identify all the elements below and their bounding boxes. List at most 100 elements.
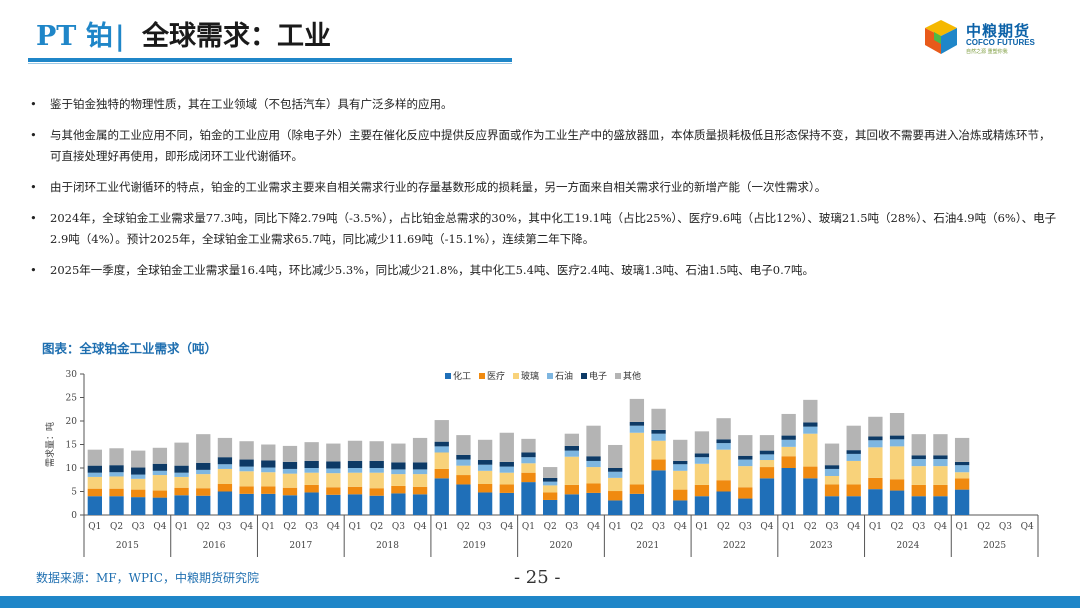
- x-quarter-label: Q2: [891, 522, 904, 532]
- bar-segment: [738, 498, 753, 515]
- bar-segment: [803, 426, 818, 434]
- bar-segment: [152, 447, 168, 464]
- logo-chinese-name: 中粮期货: [966, 22, 1031, 40]
- bar-segment: [412, 462, 428, 470]
- bar-segment: [889, 479, 905, 491]
- bar-segment: [477, 460, 493, 465]
- bar-segment: [846, 484, 861, 497]
- bar-segment: [196, 469, 211, 475]
- x-quarter-label: Q2: [283, 522, 296, 532]
- bar-segment: [456, 454, 471, 460]
- bar-segment: [759, 435, 775, 451]
- legend-label: 玻璃: [521, 370, 539, 382]
- bar-segment: [499, 484, 514, 493]
- bar-segment: [673, 439, 688, 461]
- bar-segment: [217, 468, 233, 484]
- bar-segment: [543, 492, 558, 500]
- bar-segment: [759, 478, 775, 515]
- bar-segment: [261, 493, 276, 515]
- title-underline: [28, 58, 512, 62]
- legend-swatch: [615, 373, 621, 379]
- x-quarter-label: Q1: [609, 522, 622, 532]
- bar-segment: [586, 467, 601, 484]
- bar-segment: [412, 494, 428, 515]
- bar-segment: [304, 460, 319, 468]
- bar-segment: [564, 445, 579, 451]
- bar-segment: [954, 478, 970, 490]
- bar-segment: [889, 446, 905, 480]
- x-quarter-label: Q3: [479, 522, 492, 532]
- bar-segment: [217, 483, 233, 492]
- bar-segment: [521, 457, 536, 464]
- bar-segment: [521, 472, 536, 483]
- x-year-label: 2022: [723, 541, 746, 551]
- bar-segment: [391, 469, 406, 475]
- bar-segment: [434, 420, 449, 442]
- bar-segment: [738, 466, 753, 488]
- bar-segment: [803, 433, 818, 467]
- bar-segment: [521, 482, 536, 515]
- bar-segment: [608, 468, 623, 472]
- bar-segment: [217, 437, 233, 458]
- bar-segment: [933, 434, 948, 456]
- bar-segment: [608, 500, 623, 515]
- bar-segment: [781, 446, 796, 457]
- bar-segment: [824, 484, 840, 497]
- bar-segment: [586, 483, 601, 493]
- bar-segment: [412, 469, 428, 475]
- bar-segment: [673, 470, 688, 490]
- bar-segment: [694, 463, 710, 485]
- bar-segment: [889, 490, 905, 515]
- bar-segment: [282, 445, 298, 462]
- x-quarter-label: Q3: [912, 522, 925, 532]
- bullet-item: • 鉴于铂金独特的物理性质，其在工业领域（不包括汽车）具有广泛多样的应用。: [28, 94, 1058, 115]
- x-quarter-label: Q1: [175, 522, 188, 532]
- bullet-text: 由于闭环工业代谢循环的特点，铂金的工业需求主要来自相关需求行业的存量基数形成的损…: [50, 180, 827, 194]
- bar-segment: [109, 472, 124, 477]
- bar-segment: [716, 443, 731, 450]
- bar-segment: [629, 425, 645, 433]
- bar-segment: [87, 449, 102, 466]
- bar-segment: [738, 455, 753, 460]
- bar-segment: [477, 470, 493, 484]
- bar-segment: [152, 470, 168, 476]
- y-tick-label: 15: [66, 441, 78, 451]
- bar-segment: [543, 499, 558, 515]
- x-quarter-label: Q4: [153, 522, 166, 532]
- bar-segment: [824, 475, 840, 485]
- chart-title: 图表：全球铂金工业需求（吨）: [42, 341, 218, 356]
- bar-segment: [196, 495, 211, 515]
- bar-segment: [282, 461, 298, 469]
- bar-segment: [846, 460, 861, 485]
- bar-segment: [716, 449, 731, 481]
- bar-segment: [87, 465, 102, 473]
- x-quarter-label: Q1: [782, 522, 795, 532]
- bar-segment: [673, 489, 688, 501]
- title-separator: |: [114, 21, 125, 52]
- bar-segment: [629, 398, 645, 422]
- x-quarter-label: Q3: [999, 522, 1012, 532]
- bar-segment: [803, 478, 818, 515]
- bar-segment: [174, 472, 189, 477]
- footer-bar: [0, 596, 1080, 608]
- legend-label: 化工: [453, 370, 471, 382]
- bullet-item: • 2024年，全球铂金工业需求量77.3吨，同比下降2.79吨（-3.5%），占…: [28, 208, 1058, 250]
- x-quarter-label: Q2: [110, 522, 123, 532]
- legend-label: 医疗: [487, 370, 505, 382]
- bar-segment: [781, 435, 796, 440]
- x-year-label: 2015: [116, 541, 139, 551]
- bar-segment: [369, 460, 384, 468]
- bar-segment: [586, 425, 601, 457]
- bar-segment: [412, 437, 428, 463]
- bar-segment: [564, 433, 579, 446]
- bar-segment: [521, 452, 536, 458]
- logo-english-name: COFCO FUTURES: [966, 38, 1035, 47]
- bar-segment: [261, 460, 276, 468]
- bar-segment: [911, 459, 926, 467]
- bar-segment: [326, 443, 341, 462]
- bar-segment: [131, 489, 146, 498]
- bar-segment: [282, 487, 298, 496]
- x-quarter-label: Q4: [240, 522, 253, 532]
- bar-segment: [87, 472, 102, 477]
- bullet-text: 2024年，全球铂金工业需求量77.3吨，同比下降2.79吨（-3.5%），占比…: [50, 211, 1057, 246]
